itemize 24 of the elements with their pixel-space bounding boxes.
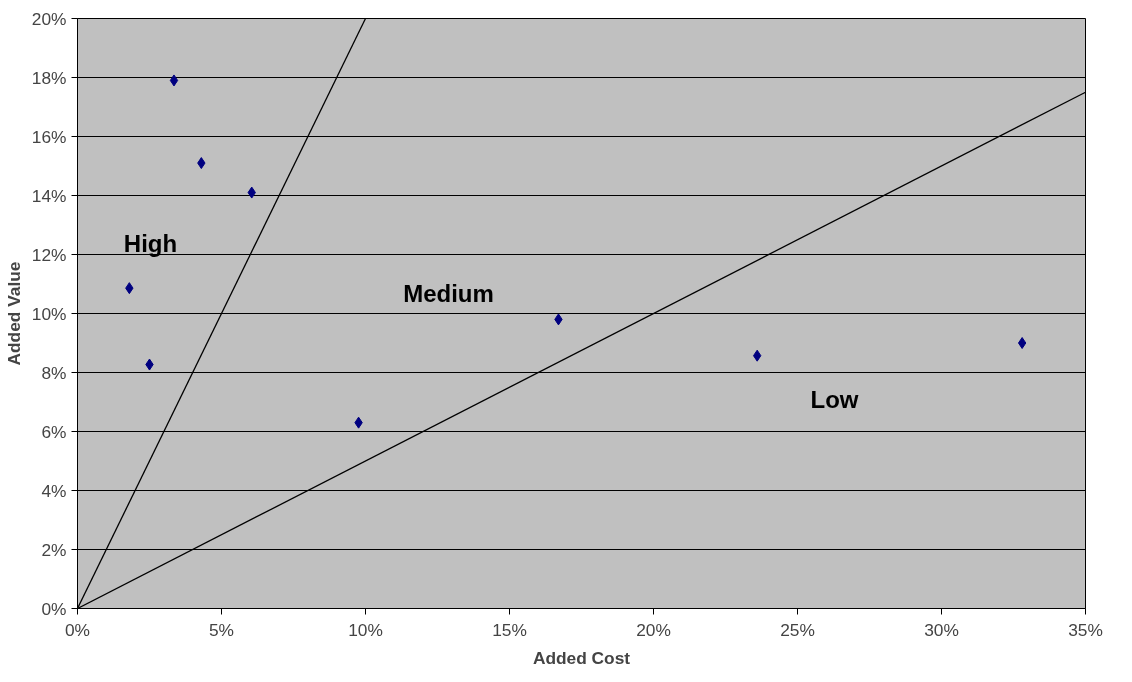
x-tick-label: 10%: [348, 619, 383, 640]
y-tick-label: 4%: [41, 480, 67, 501]
y-tick-label: 6%: [41, 421, 67, 442]
annotation: Medium: [403, 280, 494, 308]
annotation: High: [123, 229, 178, 257]
y-tick-label: 8%: [41, 362, 67, 383]
x-tick-label: 0%: [64, 619, 91, 640]
x-tick-label: 5%: [208, 619, 235, 640]
x-tick-label: 25%: [780, 619, 815, 640]
annotation: Low: [810, 386, 859, 414]
y-tick-label: 18%: [31, 67, 67, 88]
y-tick-label: 12%: [31, 244, 67, 265]
y-tick-label: 10%: [31, 303, 67, 324]
x-tick-label: 30%: [924, 619, 959, 640]
y-tick-label: 20%: [31, 8, 67, 29]
y-tick-label: 14%: [31, 185, 67, 206]
y-tick-label: 0%: [41, 598, 67, 619]
x-tick-label: 35%: [1068, 619, 1103, 640]
y-tick-label: 2%: [41, 539, 67, 560]
x-tick-label: 15%: [492, 619, 527, 640]
y-tick-label: 16%: [31, 126, 67, 147]
x-axis-title: Added Cost: [532, 647, 631, 668]
x-tick-label: 20%: [636, 619, 671, 640]
y-axis-title: Added Value: [3, 261, 24, 366]
